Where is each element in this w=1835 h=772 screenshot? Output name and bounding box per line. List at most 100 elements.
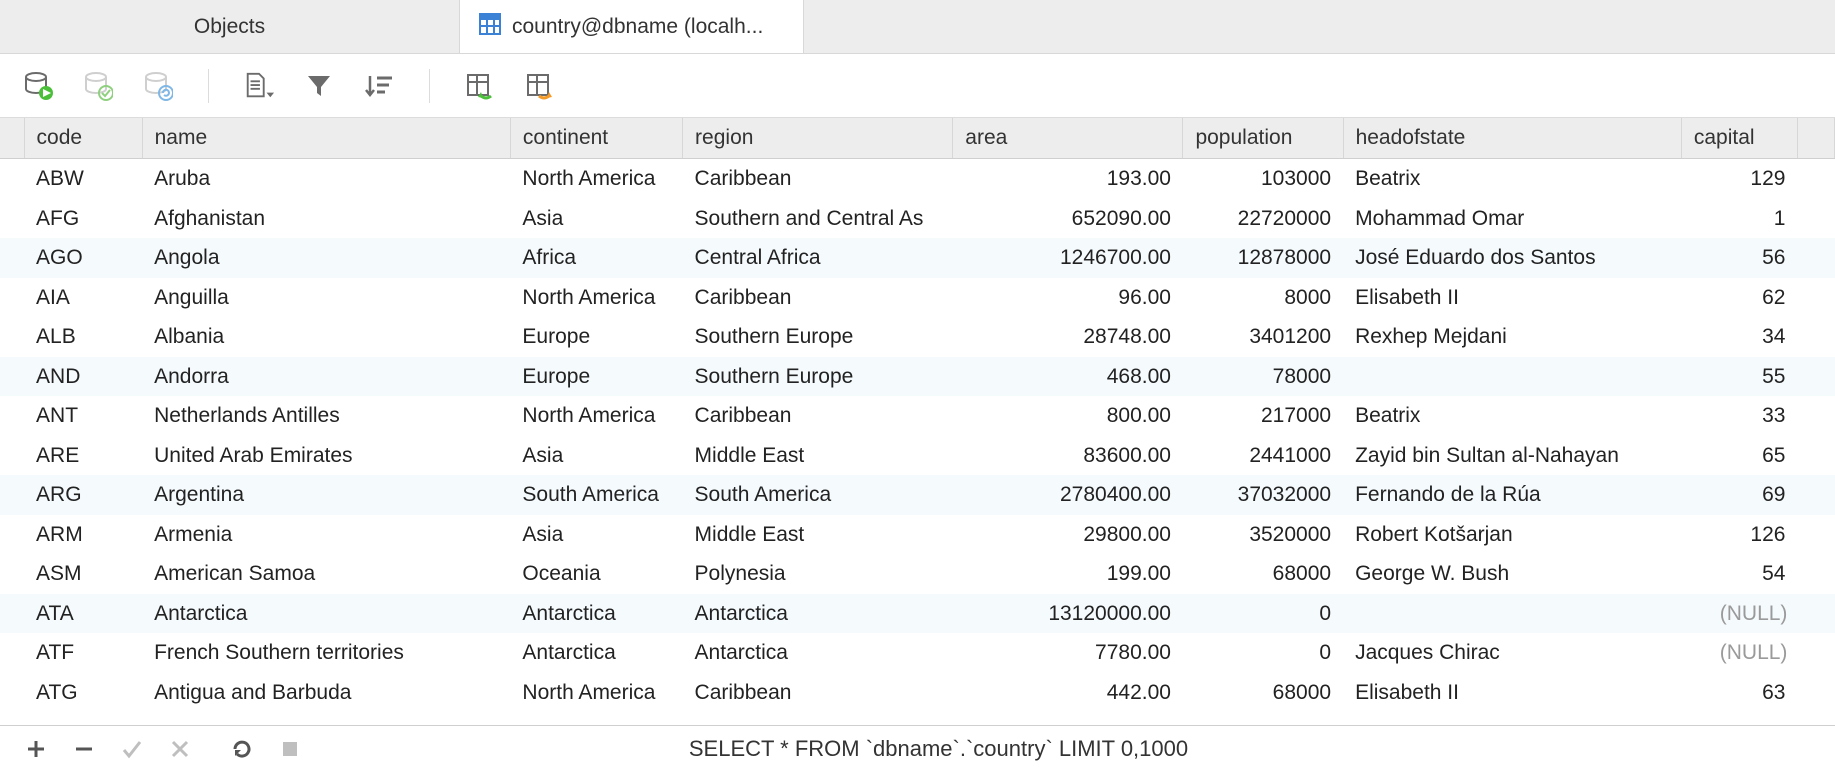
cell-code[interactable]: ARE	[24, 436, 142, 476]
cell-area[interactable]: 193.00	[953, 159, 1183, 199]
table-row[interactable]: ANDAndorraEuropeSouthern Europe468.00780…	[0, 357, 1835, 397]
cell-continent[interactable]: Oceania	[510, 554, 682, 594]
cell-area[interactable]: 2780400.00	[953, 475, 1183, 515]
cell-headofstate[interactable]: Beatrix	[1343, 396, 1681, 436]
column-header-continent[interactable]: continent	[510, 118, 682, 159]
cell-population[interactable]: 3520000	[1183, 515, 1343, 555]
cell-region[interactable]: Antarctica	[683, 633, 953, 673]
cell-capital[interactable]: 1	[1681, 199, 1797, 239]
column-header-area[interactable]: area	[953, 118, 1183, 159]
export-icon[interactable]	[524, 70, 556, 102]
table-row[interactable]: ALBAlbaniaEuropeSouthern Europe28748.003…	[0, 317, 1835, 357]
cell-headofstate[interactable]: Elisabeth II	[1343, 673, 1681, 713]
table-row[interactable]: AGOAngolaAfricaCentral Africa1246700.001…	[0, 238, 1835, 278]
cell-capital[interactable]: 65	[1681, 436, 1797, 476]
cell-headofstate[interactable]: Robert Kotšarjan	[1343, 515, 1681, 555]
cell-population[interactable]: 78000	[1183, 357, 1343, 397]
cell-name[interactable]: Anguilla	[142, 278, 510, 318]
cell-region[interactable]: Antarctica	[683, 594, 953, 634]
cell-name[interactable]: Netherlands Antilles	[142, 396, 510, 436]
cell-population[interactable]: 8000	[1183, 278, 1343, 318]
cell-continent[interactable]: Asia	[510, 515, 682, 555]
cell-capital[interactable]: 54	[1681, 554, 1797, 594]
stop-icon[interactable]	[276, 735, 304, 763]
table-row[interactable]: ATFFrench Southern territoriesAntarctica…	[0, 633, 1835, 673]
cell-capital[interactable]: (NULL)	[1681, 633, 1797, 673]
cell-continent[interactable]: Asia	[510, 436, 682, 476]
cell-code[interactable]: AFG	[24, 199, 142, 239]
cell-region[interactable]: Caribbean	[683, 278, 953, 318]
refresh-icon[interactable]	[228, 735, 256, 763]
cell-area[interactable]: 199.00	[953, 554, 1183, 594]
cell-name[interactable]: French Southern territories	[142, 633, 510, 673]
cell-name[interactable]: Argentina	[142, 475, 510, 515]
cell-region[interactable]: Southern and Central As	[683, 199, 953, 239]
table-row[interactable]: ATAAntarcticaAntarcticaAntarctica1312000…	[0, 594, 1835, 634]
cell-name[interactable]: Antigua and Barbuda	[142, 673, 510, 713]
table-row[interactable]: ARMArmeniaAsiaMiddle East29800.003520000…	[0, 515, 1835, 555]
cell-code[interactable]: ATG	[24, 673, 142, 713]
table-row[interactable]: ARGArgentinaSouth AmericaSouth America27…	[0, 475, 1835, 515]
add-row-icon[interactable]	[22, 735, 50, 763]
table-row[interactable]: ATGAntigua and BarbudaNorth AmericaCarib…	[0, 673, 1835, 713]
column-header-headofstate[interactable]: headofstate	[1343, 118, 1681, 159]
cell-population[interactable]: 22720000	[1183, 199, 1343, 239]
cell-continent[interactable]: North America	[510, 396, 682, 436]
cell-area[interactable]: 7780.00	[953, 633, 1183, 673]
cell-region[interactable]: Polynesia	[683, 554, 953, 594]
cell-headofstate[interactable]: José Eduardo dos Santos	[1343, 238, 1681, 278]
cell-area[interactable]: 800.00	[953, 396, 1183, 436]
cell-code[interactable]: ARM	[24, 515, 142, 555]
document-dropdown-icon[interactable]	[243, 70, 275, 102]
cell-region[interactable]: Central Africa	[683, 238, 953, 278]
tab-objects[interactable]: Objects	[0, 0, 460, 53]
cell-population[interactable]: 37032000	[1183, 475, 1343, 515]
table-row[interactable]: ANTNetherlands AntillesNorth AmericaCari…	[0, 396, 1835, 436]
cell-headofstate[interactable]: Fernando de la Rúa	[1343, 475, 1681, 515]
cell-population[interactable]: 0	[1183, 633, 1343, 673]
column-header-capital[interactable]: capital	[1681, 118, 1797, 159]
sort-icon[interactable]	[363, 70, 395, 102]
cell-region[interactable]: Middle East	[683, 515, 953, 555]
cell-continent[interactable]: Europe	[510, 357, 682, 397]
cell-name[interactable]: Armenia	[142, 515, 510, 555]
cell-code[interactable]: ABW	[24, 159, 142, 199]
remove-row-icon[interactable]	[70, 735, 98, 763]
cell-region[interactable]: Southern Europe	[683, 357, 953, 397]
cell-region[interactable]: Southern Europe	[683, 317, 953, 357]
cell-name[interactable]: Andorra	[142, 357, 510, 397]
cell-region[interactable]: Middle East	[683, 436, 953, 476]
cell-area[interactable]: 83600.00	[953, 436, 1183, 476]
cell-capital[interactable]: 55	[1681, 357, 1797, 397]
cell-continent[interactable]: Antarctica	[510, 594, 682, 634]
cell-name[interactable]: Angola	[142, 238, 510, 278]
cell-name[interactable]: American Samoa	[142, 554, 510, 594]
cell-continent[interactable]: South America	[510, 475, 682, 515]
cell-area[interactable]: 468.00	[953, 357, 1183, 397]
cell-headofstate[interactable]: Jacques Chirac	[1343, 633, 1681, 673]
filter-icon[interactable]	[303, 70, 335, 102]
cell-headofstate[interactable]: George W. Bush	[1343, 554, 1681, 594]
cell-continent[interactable]: Antarctica	[510, 633, 682, 673]
column-header-code[interactable]: code	[24, 118, 142, 159]
cell-headofstate[interactable]: Elisabeth II	[1343, 278, 1681, 318]
cell-area[interactable]: 28748.00	[953, 317, 1183, 357]
commit-icon[interactable]	[118, 735, 146, 763]
cell-code[interactable]: ATF	[24, 633, 142, 673]
cell-capital[interactable]: 33	[1681, 396, 1797, 436]
cell-continent[interactable]: Europe	[510, 317, 682, 357]
cell-population[interactable]: 3401200	[1183, 317, 1343, 357]
cell-headofstate[interactable]: Zayid bin Sultan al-Nahayan	[1343, 436, 1681, 476]
cell-region[interactable]: Caribbean	[683, 396, 953, 436]
cell-capital[interactable]: 129	[1681, 159, 1797, 199]
cell-area[interactable]: 96.00	[953, 278, 1183, 318]
cell-capital[interactable]: 34	[1681, 317, 1797, 357]
cell-continent[interactable]: Asia	[510, 199, 682, 239]
cell-capital[interactable]: 63	[1681, 673, 1797, 713]
cell-population[interactable]: 0	[1183, 594, 1343, 634]
db-check-icon[interactable]	[82, 70, 114, 102]
table-row[interactable]: AREUnited Arab EmiratesAsiaMiddle East83…	[0, 436, 1835, 476]
cell-code[interactable]: ATA	[24, 594, 142, 634]
cell-population[interactable]: 68000	[1183, 673, 1343, 713]
db-refresh-icon[interactable]	[142, 70, 174, 102]
